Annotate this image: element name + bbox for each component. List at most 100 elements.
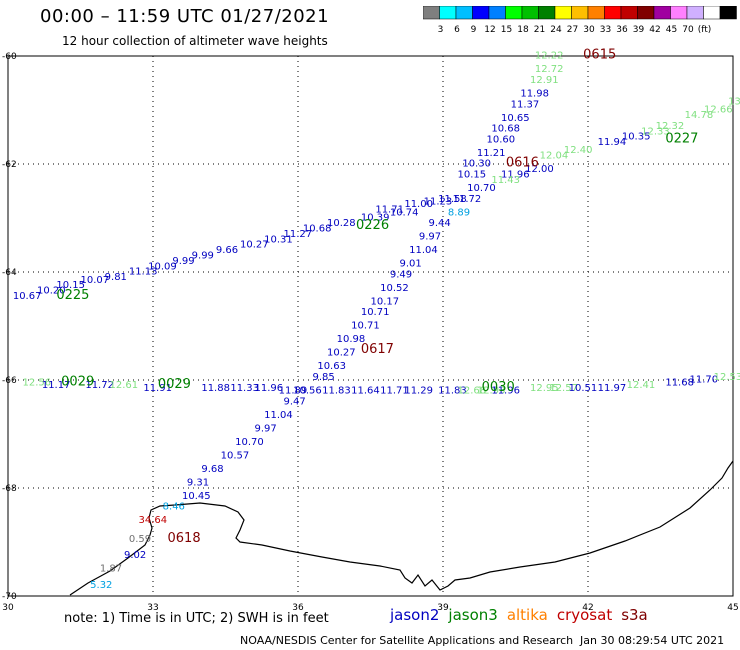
wave-height-value: 10.30 (462, 159, 491, 170)
wave-height-value: 11.88 (201, 383, 230, 394)
wave-height-value: 12.72 (535, 64, 564, 75)
wave-height-value: 12.56 (23, 377, 52, 388)
wave-height-value: 9.99 (172, 256, 194, 267)
lat-tick-label: -66 (2, 376, 17, 386)
wave-height-value: 11.97 (598, 383, 627, 394)
wave-height-value: 12.66 (704, 105, 733, 116)
wave-height-value: 11.89 (279, 386, 308, 397)
wave-height-value: 10.39 (361, 213, 390, 224)
wave-height-value: 9.81 (105, 272, 127, 283)
color-scale-label: 42 (649, 25, 660, 35)
wave-height-value: 9.47 (284, 396, 306, 407)
wave-height-value: 11.96 (255, 383, 284, 394)
wave-height-value: 9.66 (216, 245, 238, 256)
wave-height-value: 12.00 (525, 164, 554, 175)
wave-height-value: 12.93 (477, 386, 506, 397)
wave-height-value: 0.59 (129, 534, 151, 545)
color-scale-label: 27 (567, 25, 578, 35)
wave-height-value: 10.68 (303, 224, 332, 235)
wave-height-value: 12.04 (540, 151, 569, 162)
wave-height-value: 11.83 (438, 386, 467, 397)
wave-height-value: 11.29 (404, 386, 433, 397)
wave-height-value: 9.44 (429, 218, 451, 229)
wave-height-value: 11.58 (438, 194, 467, 205)
wave-height-value: 34.64 (139, 515, 168, 526)
wave-height-value: 14.78 (685, 110, 714, 121)
color-scale-label: 12 (484, 25, 495, 35)
wave-height-value: 11.43 (491, 175, 520, 186)
wave-height-value: 12.53 (714, 372, 740, 383)
legend-altika: altika (506, 606, 548, 624)
wave-height-value: 10.35 (622, 132, 651, 143)
wave-height-value: 12.95 (530, 383, 559, 394)
wave-height-value: 8.46 (163, 502, 185, 513)
wave-height-value: 1.87 (100, 564, 122, 575)
wave-height-value: 10.71 (361, 307, 390, 318)
wave-height-value: 11.17 (42, 380, 71, 391)
lon-tick-label: 45 (727, 603, 738, 613)
color-scale-label: (ft) (698, 25, 712, 35)
lat-tick-label: -62 (2, 160, 17, 170)
wave-height-value: 11.64 (351, 386, 380, 397)
color-scale-label: 18 (517, 25, 529, 35)
wave-height-value: 9.97 (255, 423, 277, 434)
wave-height-value: 11.94 (598, 137, 627, 148)
wave-height-value: 11.37 (511, 99, 540, 110)
wave-height-value: 10.27 (240, 240, 269, 251)
wave-height-value: 10.27 (327, 348, 356, 359)
lat-tick-label: -60 (2, 52, 17, 62)
color-scale-label: 21 (534, 25, 545, 35)
wave-height-value: 10.20 (37, 286, 66, 297)
wave-height-value: 10.15 (56, 280, 85, 291)
lat-tick-label: -70 (2, 592, 17, 602)
color-scale-label: 15 (501, 25, 512, 35)
lat-tick-label: -68 (2, 484, 17, 494)
units-note: note: 1) Time is in UTC; 2) SWH is in fe… (64, 611, 329, 626)
wave-height-value: 10.98 (337, 334, 366, 345)
lon-tick-label: 39 (437, 603, 449, 613)
wave-height-value: 10.60 (487, 134, 516, 145)
lon-tick-label: 36 (292, 603, 304, 613)
wave-height-value: 11.96 (491, 386, 520, 397)
wave-height-value: 9.01 (400, 259, 422, 270)
wave-height-value: 10.09 (148, 261, 177, 272)
wave-height-value: 9.68 (201, 464, 223, 475)
wave-height-value: 9.99 (192, 251, 214, 262)
wave-height-value: 11.91 (143, 383, 172, 394)
wave-height-value: 10.07 (81, 275, 110, 286)
wave-height-value: 11.00 (404, 199, 433, 210)
wave-height-value: 12.40 (564, 145, 593, 156)
wave-height-value: 11.23 (424, 197, 453, 208)
color-swatch (719, 6, 737, 20)
pass-time-label: 0617 (361, 342, 394, 357)
color-scale-label: 39 (633, 25, 645, 35)
wave-height-value: 11.72 (453, 194, 482, 205)
wave-height-value: 11.98 (520, 89, 549, 100)
wave-height-value: 10.70 (235, 437, 264, 448)
wave-height-value: 11.13 (129, 267, 158, 278)
wave-height-value: 12.22 (535, 51, 564, 62)
legend-cryosat: cryosat (556, 606, 613, 624)
wave-height-value: 11.83 (322, 386, 351, 397)
satellite-legend: jason2 jason3 altika cryosat s3a (390, 606, 657, 624)
credit-text: NOAA/NESDIS Center for Satellite Applica… (240, 634, 574, 647)
wave-height-value: 11.33 (230, 383, 259, 394)
wave-height-value: 10.67 (13, 291, 42, 302)
timestamp-text: Jan 30 08:29:54 UTC 2021 (580, 634, 725, 647)
wave-height-value: 10.15 (458, 170, 487, 181)
wave-height-value: 11.04 (264, 410, 293, 421)
wave-height-value: 10.31 (264, 234, 293, 245)
wave-height-value: 12.41 (627, 380, 656, 391)
wave-height-value: 10.17 (371, 296, 400, 307)
wave-height-value: 12.57 (549, 383, 578, 394)
wave-height-value: 9.85 (313, 372, 335, 383)
color-scale-label: 6 (454, 25, 460, 35)
legend-jason3: jason3 (448, 606, 498, 624)
color-scale-label: 70 (682, 25, 694, 35)
wave-height-value: 10.51 (569, 383, 598, 394)
page-subtitle: 12 hour collection of altimeter wave hei… (62, 34, 328, 48)
lon-tick-label: 33 (147, 603, 158, 613)
pass-time-label: 0030 (482, 380, 515, 395)
legend-jason2: jason2 (390, 606, 440, 624)
legend-s3a: s3a (621, 606, 648, 624)
